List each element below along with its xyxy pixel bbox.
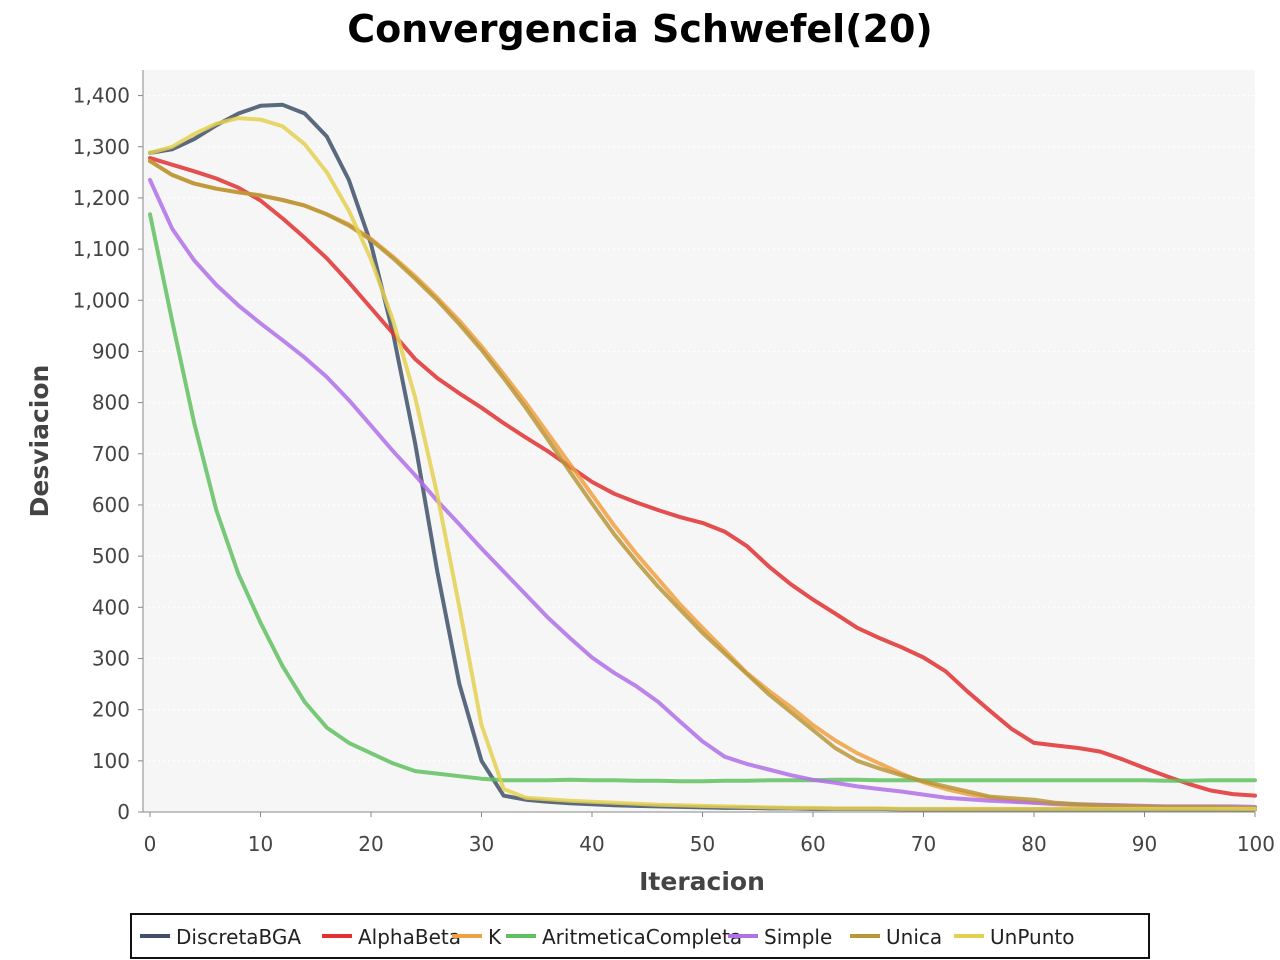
legend-label-k: K xyxy=(488,925,502,949)
series-line-aritmeticacompleta xyxy=(148,212,1257,784)
y-axis-title: Desviacion xyxy=(25,365,54,518)
y-tick-label: 0 xyxy=(117,800,130,824)
y-tick-label: 300 xyxy=(92,646,130,670)
x-axis-ticks: 0 10 20 30 40 50 60 70 80 90 100 xyxy=(144,812,1275,856)
x-tick-label: 50 xyxy=(690,832,715,856)
y-tick-label: 500 xyxy=(92,544,130,568)
legend-label-unpunto: UnPunto xyxy=(990,925,1074,949)
x-tick-label: 70 xyxy=(911,832,936,856)
legend-label-aritmeticacompleta: AritmeticaCompleta xyxy=(542,925,742,949)
legend-label-simple: Simple xyxy=(764,925,832,949)
legend: DiscretaBGA AlphaBeta K AritmeticaCompleta S… xyxy=(140,925,1074,949)
x-tick-label: 40 xyxy=(579,832,604,856)
x-tick-label: 100 xyxy=(1237,832,1275,856)
y-tick-label: 600 xyxy=(92,493,130,517)
y-tick-label: 400 xyxy=(92,595,130,619)
legend-label-unica: Unica xyxy=(886,925,942,949)
series-lines xyxy=(148,102,1257,812)
y-axis-ticks: 0 100 200 300 400 500 600 700 800 900 1,000 1,100 1,… xyxy=(73,84,143,824)
x-tick-label: 10 xyxy=(248,832,273,856)
x-tick-label: 0 xyxy=(144,832,157,856)
plot-area xyxy=(143,70,1255,812)
legend-label-discretabga: DiscretaBGA xyxy=(176,925,301,949)
grid-lines xyxy=(143,94,1255,813)
y-tick-label: 1,100 xyxy=(73,237,130,261)
series-line-unica xyxy=(148,159,1257,810)
y-tick-label: 1,200 xyxy=(73,186,130,210)
x-tick-label: 90 xyxy=(1132,832,1157,856)
y-tick-label: 900 xyxy=(92,339,130,363)
y-tick-label: 200 xyxy=(92,698,130,722)
series-line-unpunto xyxy=(148,116,1257,811)
y-tick-label: 1,400 xyxy=(73,84,130,108)
x-tick-label: 30 xyxy=(469,832,494,856)
y-tick-label: 100 xyxy=(92,749,130,773)
y-tick-label: 1,000 xyxy=(73,288,130,312)
chart-title: Convergencia Schwefel(20) xyxy=(347,7,933,51)
series-line-alphabeta xyxy=(148,156,1257,798)
x-tick-label: 80 xyxy=(1021,832,1046,856)
y-tick-label: 800 xyxy=(92,391,130,415)
legend-label-alphabeta: AlphaBeta xyxy=(358,925,461,949)
x-tick-label: 20 xyxy=(358,832,383,856)
x-axis-title: Iteracion xyxy=(639,867,765,896)
y-tick-label: 1,300 xyxy=(73,135,130,159)
x-tick-label: 60 xyxy=(800,832,825,856)
y-tick-label: 700 xyxy=(92,442,130,466)
